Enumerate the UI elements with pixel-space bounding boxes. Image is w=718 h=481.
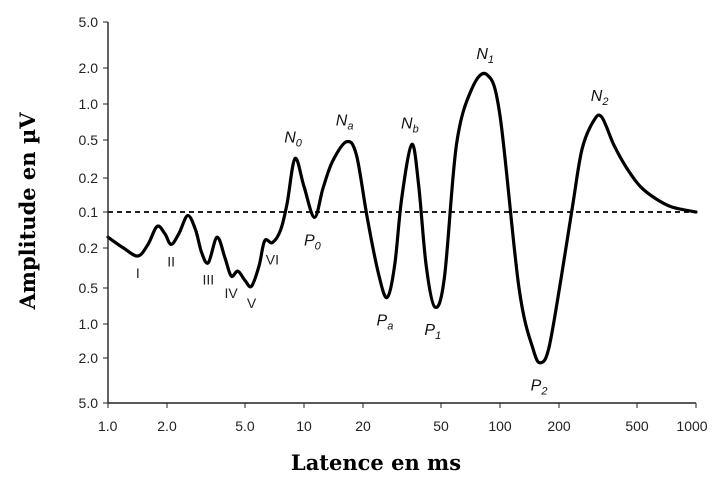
y-tick-label: 1.0 bbox=[79, 96, 99, 112]
wave-label: II bbox=[167, 253, 175, 269]
wave-label: V bbox=[247, 295, 257, 311]
x-tick-label: 500 bbox=[625, 418, 649, 434]
x-tick-label: 20 bbox=[355, 418, 371, 434]
series-line bbox=[106, 71, 698, 365]
y-tick-label: 2.0 bbox=[79, 350, 99, 366]
tick-labels-layer: 1.0 2.0 5.0 10 20 50 100 200 500 1000 5.0 2.0 1.0 0.5… bbox=[79, 14, 708, 434]
x-tick-label: 1.0 bbox=[98, 418, 118, 434]
x-tick-label: 200 bbox=[547, 418, 571, 434]
x-tick-label: 5.0 bbox=[235, 418, 255, 434]
y-tick-label: 2.0 bbox=[79, 60, 99, 76]
peak-label: N2 bbox=[591, 88, 609, 108]
x-axis-title: Latence en ms bbox=[291, 450, 461, 475]
axes-layer bbox=[103, 21, 697, 408]
x-tick-label: 50 bbox=[433, 418, 449, 434]
wave-label: III bbox=[202, 272, 214, 288]
series-layer bbox=[106, 71, 698, 365]
peak-label: P0 bbox=[304, 232, 322, 252]
y-tick-label: 0.2 bbox=[79, 240, 99, 256]
peak-label: Na bbox=[336, 113, 354, 133]
x-tick-label: 2.0 bbox=[157, 418, 177, 434]
peak-label: P1 bbox=[424, 322, 441, 342]
peak-label: N1 bbox=[476, 46, 494, 66]
y-tick-label: 0.1 bbox=[79, 204, 99, 220]
y-tick-label: 5.0 bbox=[79, 14, 99, 30]
x-tick-label: 100 bbox=[488, 418, 512, 434]
wave-label: VI bbox=[266, 252, 279, 268]
y-axis-title: Amplitude en µV bbox=[15, 112, 40, 311]
peak-label: Pa bbox=[377, 312, 394, 332]
peak-label: P2 bbox=[531, 378, 548, 398]
y-tick-label: 0.2 bbox=[79, 170, 99, 186]
x-tick-label: 1000 bbox=[676, 418, 707, 434]
x-tick-label: 10 bbox=[296, 418, 312, 434]
y-tick-label: 1.0 bbox=[79, 316, 99, 332]
wave-label: I bbox=[136, 265, 140, 281]
peak-label: N0 bbox=[284, 130, 303, 150]
y-tick-label: 5.0 bbox=[79, 395, 99, 411]
y-tick-label: 0.5 bbox=[79, 132, 99, 148]
y-tick-label: 0.5 bbox=[79, 280, 99, 296]
wave-label: IV bbox=[225, 285, 239, 301]
peak-label: Nb bbox=[401, 115, 419, 135]
